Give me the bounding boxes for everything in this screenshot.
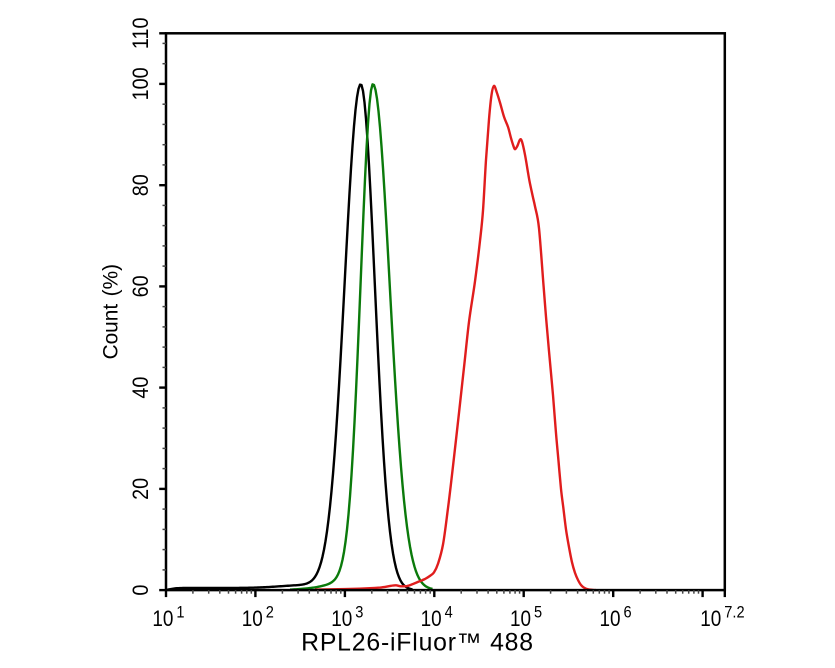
svg-text:60: 60: [129, 275, 153, 297]
svg-text:40: 40: [129, 377, 153, 399]
svg-text:0: 0: [129, 585, 153, 596]
svg-text:102: 10 2: [242, 604, 274, 632]
svg-text:100: 100: [129, 67, 153, 100]
svg-text:20: 20: [129, 478, 153, 500]
svg-text:Count (%): Count (%): [99, 264, 122, 359]
svg-text:RPL26-iFluor™ 488: RPL26-iFluor™ 488: [301, 630, 534, 657]
svg-text:80: 80: [129, 174, 153, 196]
svg-text:110: 110: [129, 18, 153, 50]
